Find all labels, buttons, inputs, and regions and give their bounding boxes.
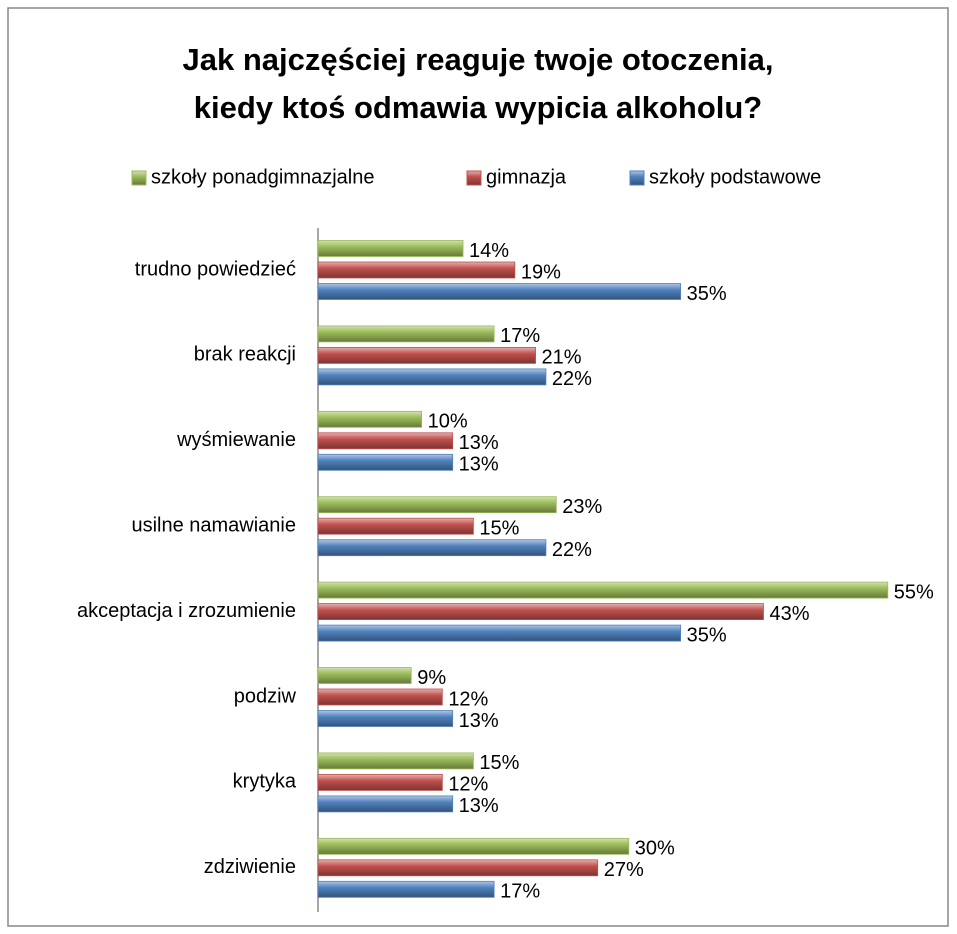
- category-label: akceptacja i zrozumienie: [77, 600, 296, 622]
- legend-label: gimnazja: [486, 166, 567, 188]
- category-label: brak reakcji: [194, 344, 296, 366]
- bar: [317, 453, 454, 471]
- bar: [317, 688, 443, 706]
- data-label: 13%: [459, 795, 499, 817]
- bar: [317, 325, 495, 343]
- legend-label: szkoły ponadgimnazjalne: [151, 166, 374, 188]
- bar: [317, 859, 599, 877]
- category-label: podziw: [234, 685, 297, 707]
- bar: [317, 410, 422, 428]
- bar: [317, 795, 454, 813]
- bar: [317, 837, 630, 855]
- data-label: 15%: [479, 517, 519, 539]
- category-label: wyśmiewanie: [176, 429, 296, 451]
- bar: [317, 432, 454, 450]
- data-label: 35%: [687, 283, 727, 305]
- bar: [317, 752, 474, 770]
- bar: [317, 240, 464, 257]
- data-label: 13%: [459, 432, 499, 454]
- bar: [317, 517, 474, 535]
- bar: [317, 603, 764, 620]
- chart-title: Jak najczęściej reaguje twoje otoczenia,: [183, 42, 774, 77]
- data-label: 22%: [552, 539, 592, 561]
- data-label: 22%: [552, 368, 592, 390]
- legend-swatch: [131, 170, 147, 186]
- legend-label: szkoły podstawowe: [649, 166, 821, 188]
- data-label: 23%: [562, 496, 602, 518]
- category-label: usilne namawianie: [131, 514, 296, 536]
- bar: [317, 368, 547, 386]
- bar: [317, 581, 889, 599]
- data-label: 35%: [687, 624, 727, 646]
- data-label: 27%: [604, 859, 644, 881]
- bar: [317, 283, 682, 300]
- data-label: 30%: [635, 838, 675, 860]
- bar: [317, 710, 454, 727]
- bar: [317, 880, 495, 898]
- chart-frame: [7, 7, 949, 927]
- data-label: 12%: [448, 774, 488, 796]
- bar: [317, 667, 412, 684]
- bar: [317, 261, 516, 279]
- category-label: trudno powiedzieć: [135, 258, 296, 280]
- category-label: krytyka: [233, 771, 297, 793]
- data-label: 14%: [469, 240, 509, 262]
- data-label: 17%: [500, 325, 540, 347]
- data-label: 9%: [417, 667, 446, 689]
- legend-swatch: [629, 170, 645, 186]
- bar: [317, 346, 536, 364]
- bar: [317, 496, 557, 514]
- data-label: 10%: [428, 411, 468, 433]
- data-label: 43%: [769, 603, 809, 625]
- data-label: 13%: [459, 454, 499, 476]
- data-label: 12%: [448, 688, 488, 710]
- data-label: 13%: [459, 710, 499, 732]
- bar: [317, 539, 547, 557]
- chart-title: kiedy ktoś odmawia wypicia alkoholu?: [194, 90, 763, 125]
- bar: [317, 774, 443, 791]
- bar: [317, 624, 682, 642]
- data-label: 55%: [894, 581, 934, 603]
- data-label: 19%: [521, 261, 561, 283]
- data-label: 17%: [500, 881, 540, 903]
- category-label: zdziwienie: [204, 856, 296, 878]
- data-label: 21%: [542, 347, 582, 369]
- data-label: 15%: [479, 752, 519, 774]
- legend-swatch: [466, 170, 482, 186]
